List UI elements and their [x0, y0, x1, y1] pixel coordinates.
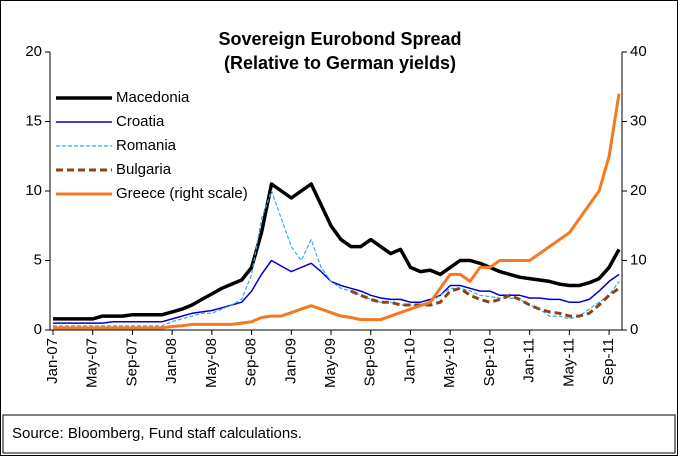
y2-tick-label: 30 — [630, 112, 647, 129]
y-tick-label: 20 — [25, 43, 42, 60]
x-tick-label: May-11 — [560, 338, 577, 387]
x-tick-label: Sep-10 — [481, 338, 498, 386]
legend-label: Greece (right scale) — [116, 185, 248, 202]
y-tick-label: 5 — [34, 251, 42, 268]
x-tick-label: May-09 — [322, 338, 339, 388]
series-line — [350, 286, 620, 318]
x-tick-label: Sep-08 — [243, 338, 260, 386]
source-box — [2, 414, 676, 454]
legend-label: Croatia — [116, 113, 165, 130]
y2-tick-label: 10 — [630, 251, 647, 268]
x-tick-label: May-07 — [84, 338, 101, 388]
x-tick-label: May-10 — [441, 338, 458, 388]
x-tick-label: Jan-10 — [401, 338, 418, 384]
x-tick-label: Jan-11 — [521, 338, 538, 383]
y-tick-label: 15 — [25, 112, 42, 129]
series-line — [53, 259, 620, 324]
series-line — [53, 182, 621, 321]
chart-subtitle: (Relative to German yields) — [224, 53, 456, 73]
x-tick-label: Jan-08 — [163, 338, 180, 384]
series-line — [53, 190, 620, 327]
legend-label: Bulgaria — [116, 161, 172, 178]
source: Source: Bloomberg, Fund staff calculatio… — [12, 425, 302, 442]
y2-tick-label: 20 — [630, 182, 647, 199]
y2-tick-label: 40 — [630, 43, 647, 60]
legend-label: Macedonia — [116, 89, 190, 106]
x-tick-label: Sep-07 — [123, 338, 140, 386]
y2-tick-label: 0 — [630, 321, 638, 338]
x-tick-label: Jan-07 — [44, 338, 61, 384]
x-tick-label: May-08 — [203, 338, 220, 388]
x-tick-label: Sep-11 — [600, 338, 617, 385]
x-tick-label: Jan-09 — [282, 338, 299, 384]
x-tick-label: Sep-09 — [362, 338, 379, 386]
series-line — [53, 93, 621, 330]
y-tick-label: 10 — [25, 182, 42, 199]
y-tick-label: 0 — [34, 321, 42, 338]
legend-label: Romania — [116, 137, 177, 154]
chart-title: Sovereign Eurobond Spread — [218, 29, 461, 49]
